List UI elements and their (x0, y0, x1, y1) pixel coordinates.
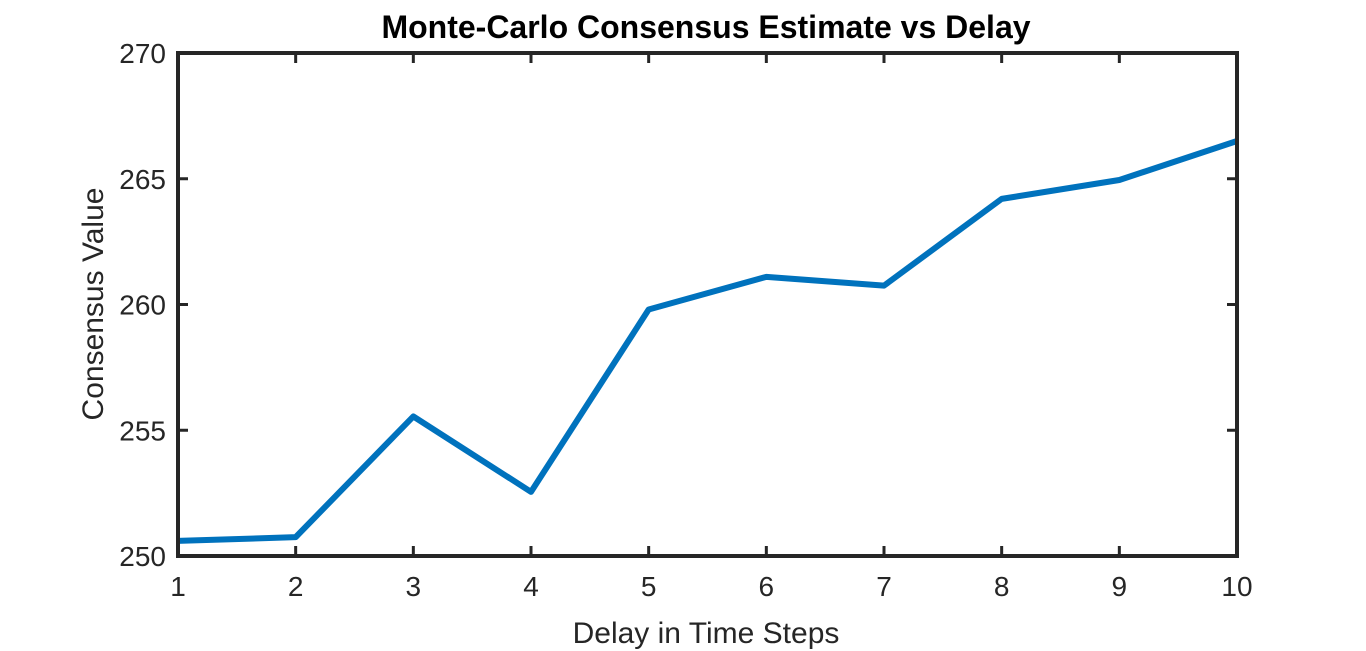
y-tick-label: 265 (119, 164, 166, 195)
y-tick-label: 250 (119, 541, 166, 572)
x-tick-label: 3 (406, 571, 422, 602)
chart-title: Monte-Carlo Consensus Estimate vs Delay (381, 9, 1030, 45)
x-tick-label: 2 (288, 571, 304, 602)
x-tick-label: 10 (1221, 571, 1252, 602)
axes-box (176, 51, 1239, 558)
x-tick-label: 7 (876, 571, 892, 602)
y-tick-label: 270 (119, 38, 166, 69)
y-axis-label: Consensus Value (77, 188, 110, 421)
x-tick-label: 6 (759, 571, 775, 602)
x-tick-label: 1 (170, 571, 186, 602)
x-tick-label: 5 (641, 571, 657, 602)
x-tick-label: 9 (1112, 571, 1128, 602)
series-line-1 (177, 138, 1238, 544)
y-tick-label: 255 (119, 415, 166, 446)
plot-area: 1 2 3 4 5 6 7 8 9 10 250 255 260 265 270 (119, 38, 1252, 602)
x-tick-label: 8 (994, 571, 1010, 602)
x-axis-label: Delay in Time Steps (573, 617, 840, 650)
x-tick-label: 4 (523, 571, 539, 602)
y-tick-label: 260 (119, 290, 166, 321)
